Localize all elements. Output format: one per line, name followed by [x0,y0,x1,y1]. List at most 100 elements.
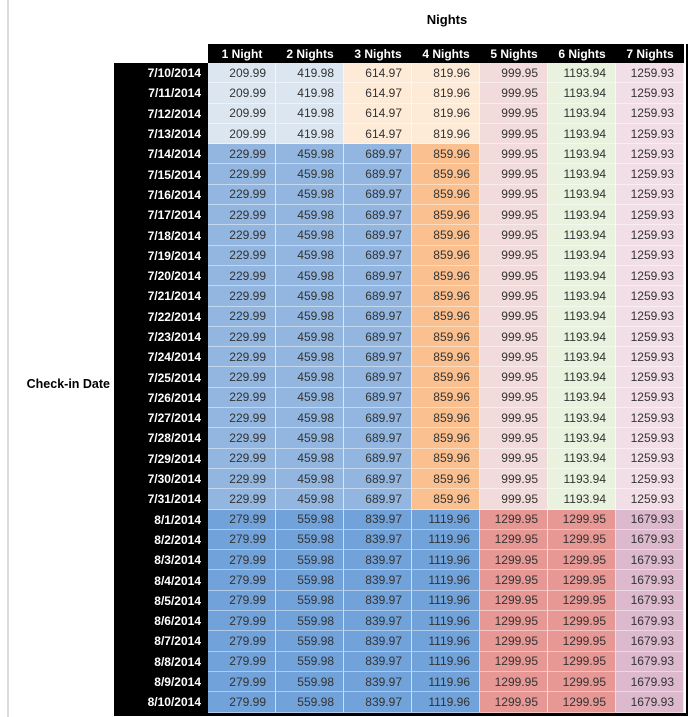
price-cell[interactable]: 1259.93 [616,123,684,145]
price-cell[interactable]: 689.97 [344,367,412,388]
price-cell[interactable]: 1119.96 [412,590,480,612]
price-cell[interactable]: 999.95 [480,164,548,185]
price-cell[interactable]: 1193.94 [548,245,616,266]
price-cell[interactable]: 459.98 [276,184,344,206]
price-cell[interactable]: 459.98 [276,367,344,388]
price-cell[interactable]: 999.95 [480,265,548,287]
price-cell[interactable]: 229.99 [208,164,276,185]
price-cell[interactable]: 689.97 [344,408,412,429]
price-cell[interactable]: 999.95 [480,123,548,145]
price-cell[interactable]: 1259.93 [616,489,684,510]
price-cell[interactable]: 1299.95 [548,631,616,652]
price-cell[interactable]: 1193.94 [548,286,616,307]
row-date-cell[interactable]: 7/16/2014 [114,184,208,206]
price-cell[interactable]: 859.96 [412,387,480,409]
price-cell[interactable]: 1193.94 [548,428,616,449]
price-cell[interactable]: 1299.95 [548,671,616,693]
price-cell[interactable]: 1119.96 [412,509,480,530]
price-cell[interactable]: 689.97 [344,326,412,348]
row-date-cell[interactable]: 7/19/2014 [114,245,208,266]
price-cell[interactable]: 859.96 [412,428,480,449]
row-date-cell[interactable]: 7/27/2014 [114,408,208,429]
price-cell[interactable]: 229.99 [208,347,276,368]
price-cell[interactable]: 1193.94 [548,103,616,124]
price-cell[interactable]: 459.98 [276,428,344,449]
price-cell[interactable]: 1119.96 [412,611,480,632]
price-cell[interactable]: 839.97 [344,570,412,591]
row-date-cell[interactable]: 8/7/2014 [114,631,208,652]
price-cell[interactable]: 229.99 [208,225,276,246]
price-cell[interactable]: 859.96 [412,265,480,287]
price-cell[interactable]: 1299.95 [480,509,548,530]
column-header-3-nights[interactable]: 3 Nights [344,44,412,63]
price-cell[interactable]: 689.97 [344,144,412,165]
price-cell[interactable]: 999.95 [480,184,548,206]
price-cell[interactable]: 1259.93 [616,448,684,469]
price-cell[interactable]: 614.97 [344,103,412,124]
price-cell[interactable]: 859.96 [412,286,480,307]
price-cell[interactable]: 859.96 [412,144,480,165]
price-cell[interactable]: 1193.94 [548,408,616,429]
price-cell[interactable]: 999.95 [480,428,548,449]
price-cell[interactable]: 1299.95 [548,590,616,612]
price-cell[interactable]: 229.99 [208,265,276,287]
price-cell[interactable]: 1299.95 [548,570,616,591]
price-cell[interactable]: 689.97 [344,468,412,490]
price-cell[interactable]: 1259.93 [616,205,684,226]
price-cell[interactable]: 999.95 [480,468,548,490]
price-cell[interactable]: 689.97 [344,387,412,409]
price-cell[interactable]: 1679.93 [616,631,684,652]
price-cell[interactable]: 1193.94 [548,225,616,246]
price-cell[interactable]: 689.97 [344,428,412,449]
row-date-cell[interactable]: 7/15/2014 [114,164,208,185]
price-cell[interactable]: 839.97 [344,590,412,612]
price-cell[interactable]: 689.97 [344,347,412,368]
price-cell[interactable]: 229.99 [208,489,276,510]
price-cell[interactable]: 229.99 [208,367,276,388]
price-cell[interactable]: 1193.94 [548,468,616,490]
price-cell[interactable]: 1259.93 [616,408,684,429]
price-cell[interactable]: 614.97 [344,123,412,145]
price-cell[interactable]: 1299.95 [548,509,616,530]
price-cell[interactable]: 1259.93 [616,367,684,388]
price-cell[interactable]: 999.95 [480,103,548,124]
price-cell[interactable]: 1259.93 [616,103,684,124]
price-cell[interactable]: 999.95 [480,205,548,226]
price-cell[interactable]: 839.97 [344,671,412,693]
row-date-cell[interactable]: 8/10/2014 [114,692,208,713]
price-cell[interactable]: 859.96 [412,164,480,185]
row-date-cell[interactable]: 8/9/2014 [114,671,208,693]
price-cell[interactable]: 229.99 [208,408,276,429]
price-cell[interactable]: 1259.93 [616,225,684,246]
price-cell[interactable]: 999.95 [480,448,548,469]
price-cell[interactable]: 859.96 [412,245,480,266]
row-date-cell[interactable]: 7/20/2014 [114,265,208,287]
price-cell[interactable]: 559.98 [276,671,344,693]
price-cell[interactable]: 999.95 [480,306,548,327]
price-cell[interactable]: 999.95 [480,83,548,104]
price-cell[interactable]: 419.98 [276,63,344,84]
price-cell[interactable]: 999.95 [480,408,548,429]
price-cell[interactable]: 559.98 [276,631,344,652]
price-cell[interactable]: 229.99 [208,306,276,327]
price-cell[interactable]: 839.97 [344,651,412,672]
price-cell[interactable]: 839.97 [344,611,412,632]
price-cell[interactable]: 1679.93 [616,590,684,612]
column-header-7-nights[interactable]: 7 Nights [616,44,684,63]
row-date-cell[interactable]: 7/22/2014 [114,306,208,327]
price-cell[interactable]: 1259.93 [616,468,684,490]
price-cell[interactable]: 1259.93 [616,326,684,348]
price-cell[interactable]: 999.95 [480,489,548,510]
price-cell[interactable]: 1259.93 [616,63,684,84]
price-cell[interactable]: 1679.93 [616,611,684,632]
price-cell[interactable]: 459.98 [276,265,344,287]
price-cell[interactable]: 1259.93 [616,265,684,287]
price-cell[interactable]: 1299.95 [480,631,548,652]
column-header-4-nights[interactable]: 4 Nights [412,44,480,63]
price-cell[interactable]: 279.99 [208,611,276,632]
price-cell[interactable]: 1119.96 [412,651,480,672]
price-cell[interactable]: 859.96 [412,489,480,510]
price-cell[interactable]: 999.95 [480,144,548,165]
price-cell[interactable]: 839.97 [344,631,412,652]
price-cell[interactable]: 459.98 [276,306,344,327]
